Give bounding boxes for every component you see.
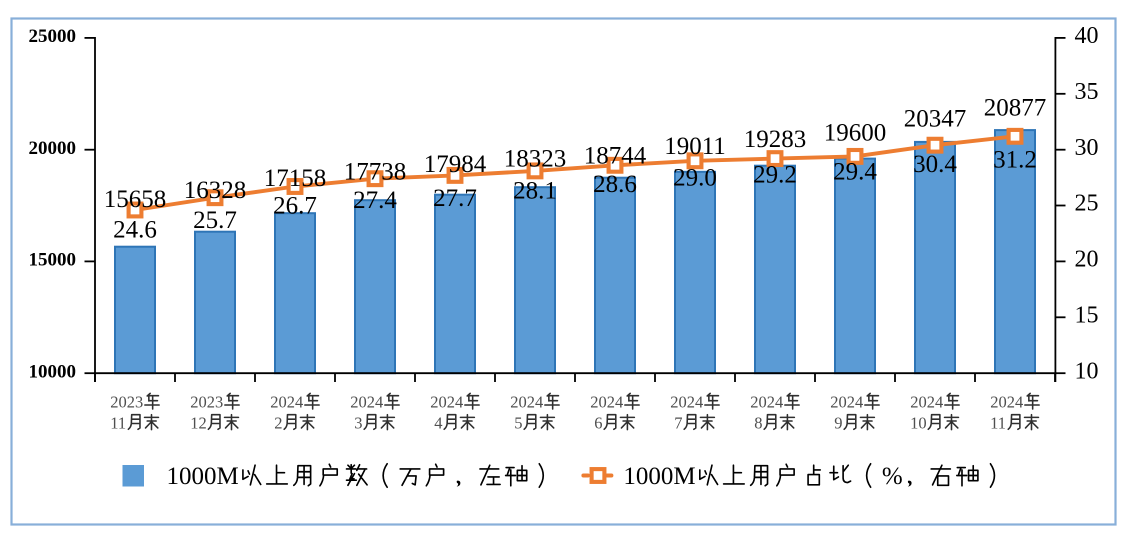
svg-text:10000: 10000 <box>29 361 77 382</box>
svg-text:2024: 2024 <box>430 392 463 411</box>
svg-text:20: 20 <box>1075 247 1099 273</box>
svg-text:30.4: 30.4 <box>913 151 957 178</box>
svg-text:20000: 20000 <box>29 138 77 159</box>
svg-text:2024: 2024 <box>670 392 703 411</box>
svg-text:10: 10 <box>1075 358 1099 384</box>
svg-text:2024: 2024 <box>910 392 943 411</box>
svg-text:8: 8 <box>754 413 762 432</box>
svg-text:29.2: 29.2 <box>753 162 797 189</box>
svg-text:15: 15 <box>1075 303 1099 329</box>
svg-text:1000M: 1000M <box>167 463 239 490</box>
svg-text:25: 25 <box>1075 191 1099 217</box>
svg-text:2024: 2024 <box>830 392 863 411</box>
svg-text:10: 10 <box>910 413 927 432</box>
svg-text:15000: 15000 <box>29 250 77 271</box>
svg-text:20877: 20877 <box>984 94 1047 121</box>
svg-text:24.6: 24.6 <box>113 216 157 243</box>
svg-text:3: 3 <box>354 413 362 432</box>
svg-text:2023: 2023 <box>190 392 223 411</box>
svg-text:2024: 2024 <box>270 392 303 411</box>
svg-text:6: 6 <box>594 413 602 432</box>
svg-text:16328: 16328 <box>184 177 247 204</box>
svg-text:15658: 15658 <box>104 186 167 213</box>
svg-text:19283: 19283 <box>744 126 807 153</box>
svg-text:7: 7 <box>674 413 682 432</box>
svg-text:26.7: 26.7 <box>273 193 317 220</box>
svg-text:20347: 20347 <box>904 105 967 132</box>
svg-text:2023: 2023 <box>110 392 143 411</box>
svg-text:31.2: 31.2 <box>993 147 1037 174</box>
svg-text:2024: 2024 <box>990 392 1023 411</box>
svg-text:2: 2 <box>274 413 282 432</box>
svg-text:19600: 19600 <box>824 119 887 146</box>
svg-text:5: 5 <box>514 413 522 432</box>
svg-text:19011: 19011 <box>664 133 726 160</box>
svg-text:11: 11 <box>990 413 1006 432</box>
svg-text:25000: 25000 <box>29 26 77 47</box>
svg-text:25.7: 25.7 <box>193 207 237 234</box>
svg-text:18323: 18323 <box>504 145 567 172</box>
svg-text:17738: 17738 <box>344 158 407 185</box>
svg-text:40: 40 <box>1075 23 1099 49</box>
svg-text:30: 30 <box>1075 135 1099 161</box>
svg-text:28.6: 28.6 <box>593 171 637 198</box>
svg-text:9: 9 <box>834 413 842 432</box>
svg-text:12: 12 <box>190 413 207 432</box>
svg-text:17984: 17984 <box>424 151 487 178</box>
svg-text:2024: 2024 <box>590 392 623 411</box>
svg-text:18744: 18744 <box>584 142 647 169</box>
svg-text:28.1: 28.1 <box>513 177 557 204</box>
svg-text:29.0: 29.0 <box>673 165 717 192</box>
svg-text:2024: 2024 <box>350 392 383 411</box>
svg-text:29.4: 29.4 <box>833 159 877 186</box>
svg-text:35: 35 <box>1075 79 1099 105</box>
svg-text:%: % <box>882 463 903 490</box>
svg-text:1000M: 1000M <box>623 463 695 490</box>
svg-text:11: 11 <box>110 413 126 432</box>
svg-text:17158: 17158 <box>264 165 327 192</box>
svg-text:27.4: 27.4 <box>353 187 397 214</box>
svg-text:27.7: 27.7 <box>433 185 477 212</box>
svg-text:2024: 2024 <box>510 392 543 411</box>
svg-text:2024: 2024 <box>750 392 783 411</box>
svg-text:4: 4 <box>434 413 442 432</box>
